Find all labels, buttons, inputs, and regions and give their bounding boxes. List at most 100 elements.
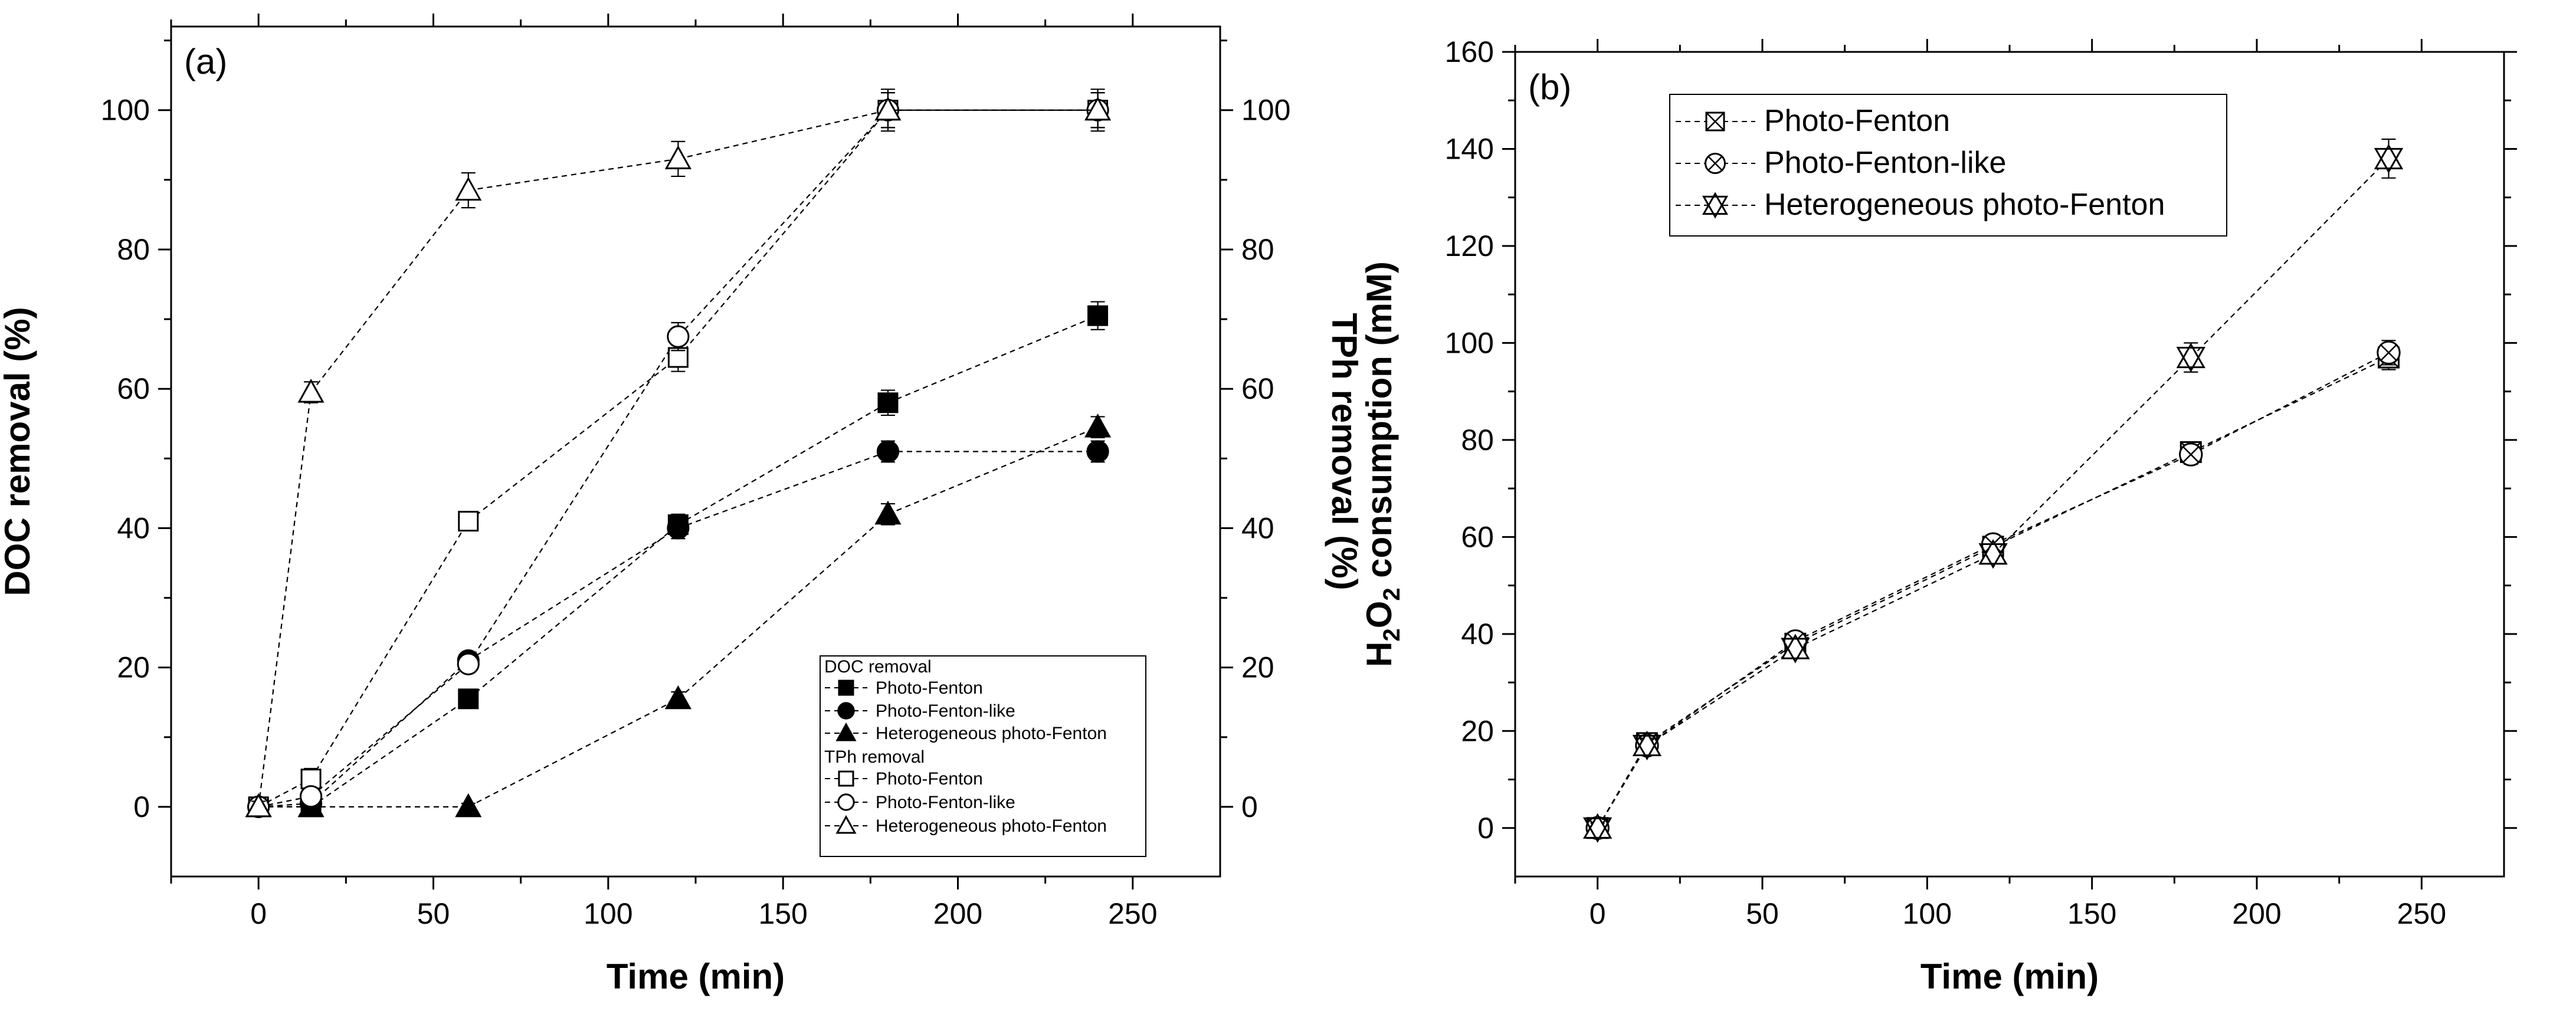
data-point (457, 652, 480, 675)
data-point (2179, 442, 2203, 467)
data-point (1087, 305, 1109, 326)
y-tick-label: 40 (117, 511, 150, 544)
y-tick-label: 120 (1445, 229, 1494, 262)
legend-label: Heterogeneous photo-Fenton (876, 816, 1107, 836)
y-axis-title-part: 2 (1379, 628, 1405, 641)
x-tick-label: 250 (2397, 897, 2446, 930)
series-line-segment (1992, 454, 2191, 545)
y-tick-label: 40 (1461, 618, 1494, 651)
legend-marker (838, 770, 854, 787)
y-axis-ticks: 0 20 40 60 80 100 120 140 160 (1445, 35, 2517, 845)
data-point (245, 793, 272, 818)
legend-b: Photo-Fenton Photo-Fenton-like Heterogeneo… (1669, 94, 2227, 237)
series-4 (247, 92, 1109, 818)
x-tick-label: 250 (1108, 897, 1157, 930)
series-line-segment (1646, 643, 1796, 744)
legend-marker (838, 680, 854, 696)
marker-x (1707, 156, 1723, 171)
y-tick-label: 0 (133, 790, 150, 823)
series-line-segment (258, 392, 312, 807)
legend-label: Photo-Fenton (1764, 104, 1950, 138)
x-tick-label: 0 (1589, 897, 1606, 930)
marker-triangle-up (1781, 633, 1810, 659)
x-tick-label: 50 (417, 897, 450, 930)
series-0 (1587, 344, 2400, 839)
marker-triangle-up (2176, 342, 2205, 369)
data-point (2176, 342, 2205, 373)
legend-marker (1702, 192, 1729, 219)
y2-tick-label: 80 (1241, 233, 1274, 266)
marker-square (877, 392, 899, 413)
series-line-segment (1795, 553, 1994, 649)
marker-triangle-up (1978, 539, 2008, 565)
data-point (1632, 730, 1662, 761)
series-line-segment (1795, 546, 1994, 645)
data-point (455, 176, 482, 201)
series-line-segment (468, 524, 679, 700)
marker-triangle-up (1702, 192, 1729, 215)
legend-marker (837, 702, 855, 720)
marker-triangle (874, 96, 902, 121)
marker-triangle-down (1978, 543, 2008, 569)
x-tick-label: 50 (1746, 897, 1779, 930)
y-tick-label: 20 (1461, 714, 1494, 747)
legend-marker (835, 722, 857, 741)
legend-marker (1705, 153, 1726, 174)
series-line-segment (310, 521, 469, 780)
data-point (874, 96, 902, 121)
series-line-segment (310, 189, 469, 393)
marker-square (458, 511, 479, 532)
legend-group-title: TPh removal (824, 747, 925, 767)
y-tick-label: 160 (1445, 35, 1494, 68)
marker-triangle-down (2176, 347, 2205, 373)
series-line-segment (310, 663, 469, 797)
series-line-segment (2190, 357, 2389, 453)
x-tick-label: 100 (1903, 897, 1952, 930)
series-line-segment (887, 315, 1098, 403)
marker-triangle-down (2374, 147, 2404, 174)
marker-triangle-up (2374, 143, 2404, 169)
x-axis-title: Time (min) (1920, 957, 2099, 996)
y-axis-title: DOC removal (%) (0, 307, 37, 596)
legend-frame (820, 655, 1146, 857)
marker-triangle-down (1582, 817, 1613, 843)
data-point (667, 325, 690, 348)
data-point (1781, 633, 1810, 664)
marker-triangle (664, 685, 691, 710)
legend-frame (1669, 94, 2227, 237)
series-line-segment (310, 698, 469, 807)
series-line-segment (1795, 543, 1994, 642)
marker-triangle (297, 379, 325, 403)
chart-panel-1: 0 50 100 150 200 250 0 20 40 60 80 100 120 140 160 Time… (1359, 35, 2517, 996)
marker-circle (837, 793, 855, 811)
data-point (667, 347, 689, 368)
marker-circle (1086, 440, 1109, 463)
series-line-segment (677, 109, 889, 337)
marker-circle (876, 440, 900, 463)
y-axis-title-part: H (1359, 642, 1399, 667)
y-tick-label: 100 (1445, 326, 1494, 359)
y2-tick-label: 40 (1241, 511, 1274, 544)
marker-x (1706, 112, 1725, 131)
data-point (297, 379, 325, 403)
y-axis-title-part: consumption (mM) (1359, 261, 1399, 587)
panel-label: (a) (184, 42, 227, 81)
series-line-segment (310, 660, 469, 804)
series-line-segment (468, 527, 679, 661)
y-axis-title: H2O2 consumption (mM) (1359, 261, 1405, 667)
data-point (664, 145, 691, 169)
series-line-segment (2190, 352, 2389, 455)
legend-label: Heterogeneous photo-Fenton (1764, 188, 2165, 222)
marker-triangle (1084, 96, 1112, 121)
series-line-segment (1646, 648, 1796, 746)
series-line-segment (468, 158, 679, 191)
series-line-segment (1646, 641, 1796, 746)
marker-triangle (664, 145, 691, 169)
panel-label: (b) (1528, 67, 1571, 107)
marker-square (838, 770, 854, 787)
chart-panel-0: 0 50 100 150 200 250 0 20 40 60 80 100 0 20 40 60 80 100 T… (0, 14, 1364, 996)
data-point (664, 685, 691, 710)
data-point (877, 392, 899, 413)
marker-triangle (245, 793, 272, 818)
series-line-segment (678, 109, 889, 160)
